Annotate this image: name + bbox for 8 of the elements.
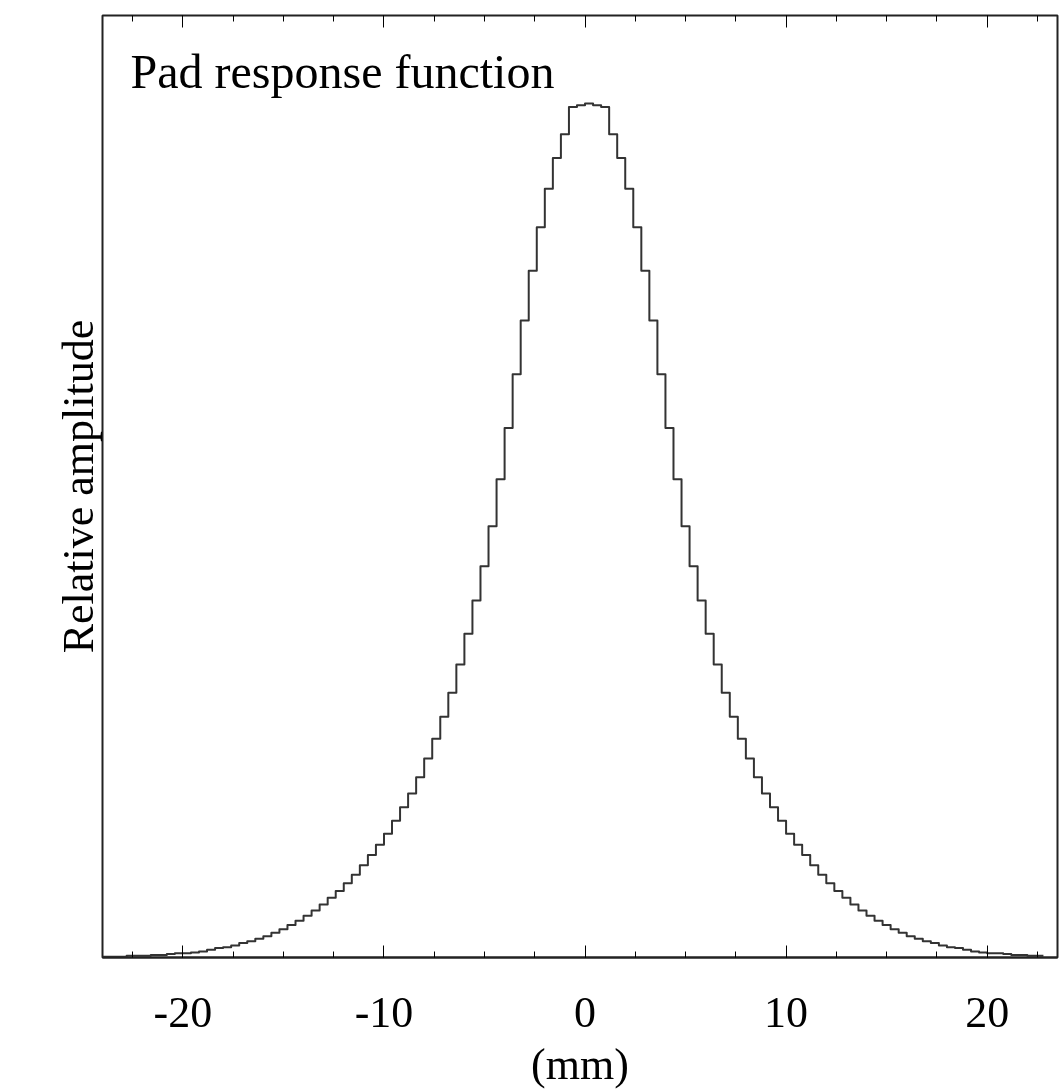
chart-title: Pad response function — [130, 44, 555, 98]
x-tick-label: 10 — [764, 987, 809, 1037]
x-tick-label: -20 — [153, 987, 213, 1037]
x-tick-label: 0 — [574, 987, 597, 1037]
x-tick-label: 20 — [965, 987, 1010, 1037]
y-axis-title: Relative amplitude — [53, 319, 103, 654]
x-axis-title: (mm) — [531, 1039, 629, 1089]
x-tick-label: -10 — [354, 987, 414, 1037]
